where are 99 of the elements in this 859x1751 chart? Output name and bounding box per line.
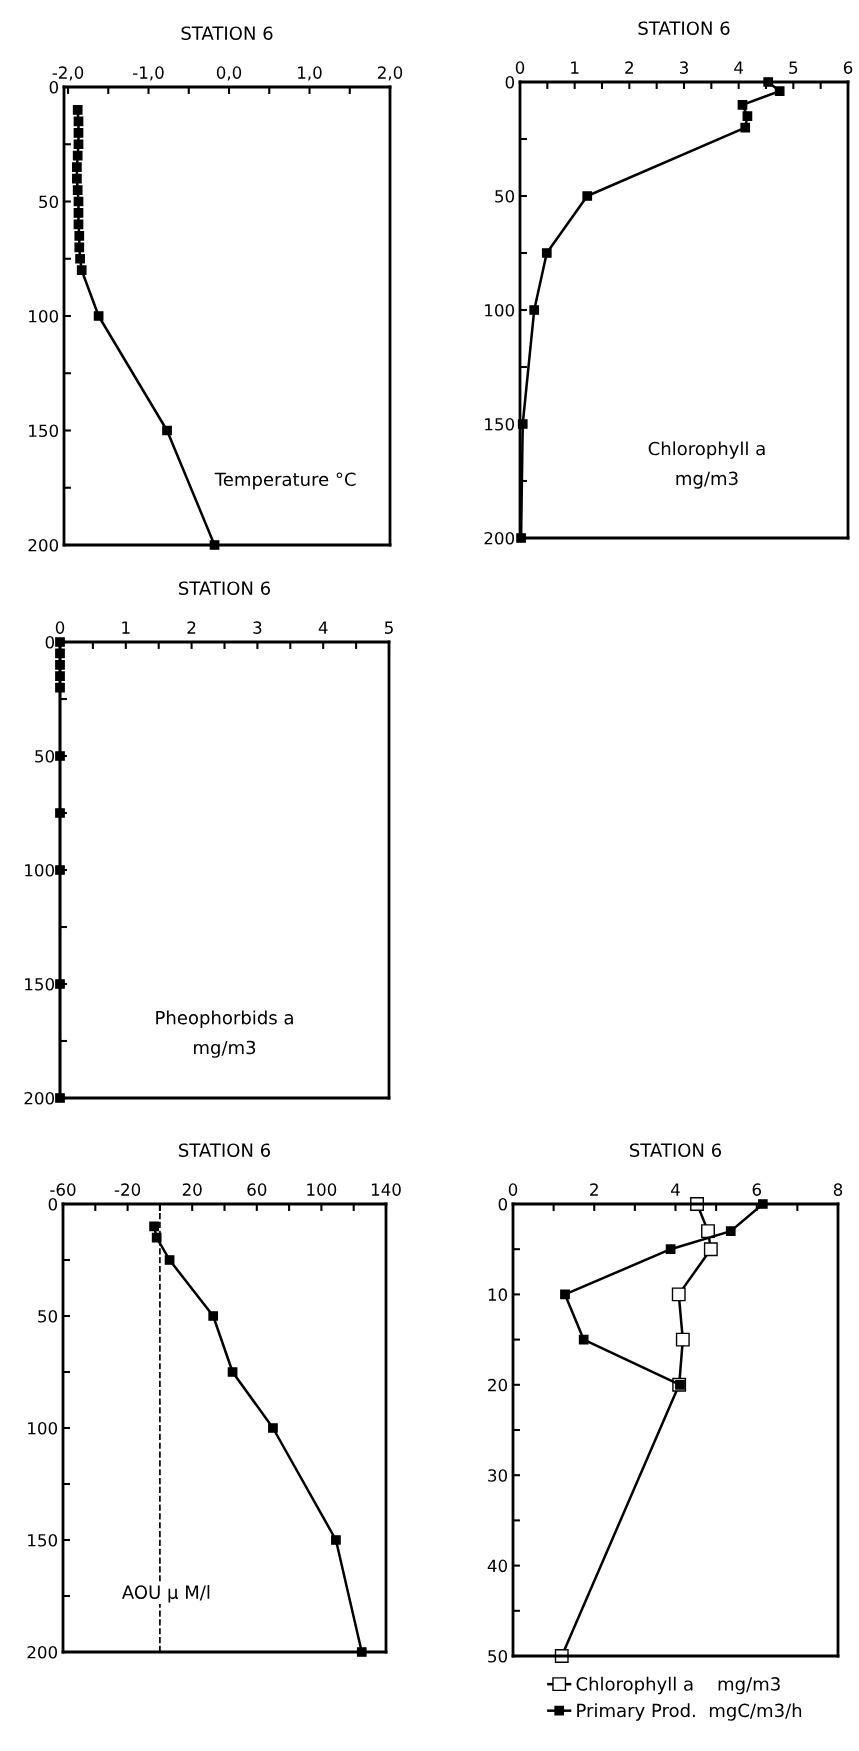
x-tick-label: 3 xyxy=(679,61,688,74)
x-tick-label: 1 xyxy=(122,621,130,634)
x-tick-label: 2,0 xyxy=(377,66,403,81)
point xyxy=(208,1311,219,1321)
point xyxy=(703,1242,718,1257)
point xyxy=(774,86,785,96)
chart-title: STATION 6 xyxy=(179,1143,271,1158)
point xyxy=(541,248,552,258)
x-tick-label: 1,0 xyxy=(298,66,322,81)
point xyxy=(742,111,753,122)
y-tick-label: 150 xyxy=(29,424,59,438)
x-tick-label: -60 xyxy=(50,1183,76,1196)
y-tick-label: 200 xyxy=(27,1645,58,1659)
y-tick-label: 50 xyxy=(39,195,59,209)
y-tick-label: 0 xyxy=(498,1197,508,1211)
x-tick-label: 3 xyxy=(253,621,262,634)
y-tick-label: 50 xyxy=(488,1649,508,1663)
y-tick-label: 20 xyxy=(488,1378,508,1392)
point xyxy=(737,99,748,110)
y-tick-label: 30 xyxy=(488,1469,508,1482)
annotation: Temperature °C xyxy=(214,472,356,490)
x-tick-label: 0 xyxy=(515,61,525,74)
x-tick-label: 1 xyxy=(571,61,579,74)
x-tick-label: 100 xyxy=(307,1183,337,1196)
y-tick-label: 100 xyxy=(485,303,515,317)
chart-title: STATION 6 xyxy=(638,21,730,36)
point xyxy=(725,1226,736,1236)
x-tick-label: 4 xyxy=(671,1183,680,1196)
x-tick-label: 6 xyxy=(752,1183,761,1196)
y-tick-label: 50 xyxy=(38,1309,58,1323)
y-tick-label: 50 xyxy=(495,189,515,203)
y-tick-label: 100 xyxy=(29,309,59,323)
x-tick-label: 4 xyxy=(734,61,744,74)
point xyxy=(72,185,83,195)
annotation: Pheophorbids a mg/m3 xyxy=(156,1010,293,1058)
y-tick-label: 150 xyxy=(28,1533,58,1547)
annotation: AOU µ M/l xyxy=(121,1585,210,1603)
point xyxy=(72,150,83,161)
y-tick-label: 40 xyxy=(487,1559,508,1573)
point xyxy=(149,1221,159,1232)
x-tick-label: 2 xyxy=(625,61,633,74)
x-tick-label: 5 xyxy=(789,61,798,74)
point xyxy=(72,173,82,184)
point xyxy=(578,1334,589,1345)
point xyxy=(72,162,82,173)
point xyxy=(560,1289,570,1300)
x-tick-label: -1,0 xyxy=(133,66,164,81)
x-tick-label: 140 xyxy=(371,1183,401,1196)
point xyxy=(73,139,84,150)
point xyxy=(162,425,172,436)
point xyxy=(701,1224,715,1239)
point xyxy=(268,1423,278,1433)
y-tick-label: 150 xyxy=(25,977,55,991)
y-tick-label: 0 xyxy=(45,635,55,649)
point xyxy=(331,1535,341,1545)
point xyxy=(73,127,84,138)
y-tick-label: 0 xyxy=(48,1197,58,1211)
x-tick-label: -20 xyxy=(114,1183,141,1196)
point xyxy=(93,311,104,321)
y-tick-label: 150 xyxy=(485,417,515,431)
point xyxy=(529,305,540,315)
y-tick-label: 50 xyxy=(35,749,55,763)
x-tick-label: -2,0 xyxy=(52,66,84,81)
x-tick-label: 2 xyxy=(590,1183,598,1196)
point xyxy=(164,1255,175,1265)
y-tick-label: 10 xyxy=(488,1288,508,1301)
legend-label: Primary Prod. mgC/m3/h xyxy=(577,1703,802,1721)
y-tick-label: 0 xyxy=(49,80,59,94)
chart-title: STATION 6 xyxy=(181,26,273,41)
chart-title: STATION 6 xyxy=(179,581,271,596)
point xyxy=(582,191,593,201)
annotation: Chlorophyll a mg/m3 xyxy=(648,441,765,489)
point xyxy=(72,105,83,115)
chart-title: STATION 6 xyxy=(630,1143,722,1158)
legend-label: Chlorophyll a mg/m3 xyxy=(576,1676,780,1695)
x-tick-label: 4 xyxy=(318,621,328,634)
point xyxy=(227,1367,238,1377)
point xyxy=(74,230,85,241)
y-tick-label: 200 xyxy=(24,1091,55,1105)
x-tick-label: 5 xyxy=(384,621,393,634)
point xyxy=(73,116,84,127)
y-tick-label: 200 xyxy=(484,531,515,545)
x-tick-label: 6 xyxy=(843,61,853,74)
point xyxy=(73,208,84,218)
point xyxy=(76,265,87,276)
x-tick-label: 0,0 xyxy=(216,66,242,81)
x-tick-label: 20 xyxy=(182,1183,202,1196)
point xyxy=(675,1332,690,1347)
y-tick-label: 100 xyxy=(25,863,55,877)
x-tick-label: 8 xyxy=(833,1183,843,1196)
y-tick-label: 100 xyxy=(28,1421,58,1435)
point xyxy=(75,253,85,264)
point xyxy=(74,242,85,253)
point xyxy=(671,1287,686,1302)
x-tick-label: 2 xyxy=(187,621,196,634)
point xyxy=(740,122,751,133)
y-tick-label: 200 xyxy=(28,538,59,552)
point xyxy=(665,1244,676,1255)
x-tick-label: 60 xyxy=(247,1183,267,1196)
